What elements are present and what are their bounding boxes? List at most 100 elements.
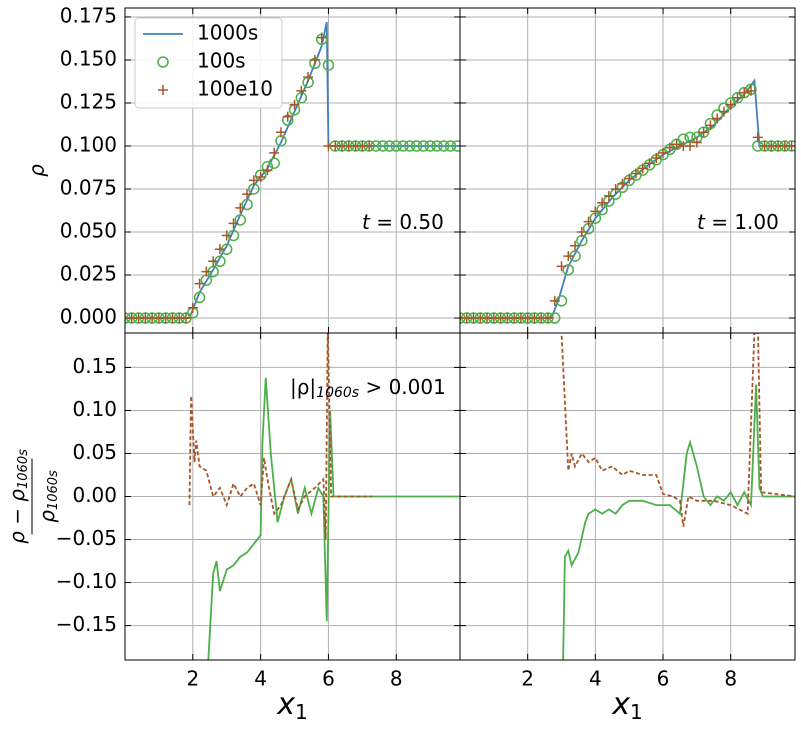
y-tick-label: −0.05 — [56, 526, 117, 550]
y-tick-label: −0.10 — [56, 569, 117, 593]
x-label-var: x — [611, 687, 630, 722]
x-tick-label: 4 — [254, 667, 267, 691]
point — [268, 157, 280, 169]
point — [451, 140, 460, 152]
point — [289, 99, 300, 110]
x-tick-label: 8 — [390, 667, 403, 691]
x-axis-label: x1 — [611, 687, 643, 724]
point — [637, 163, 648, 174]
point — [603, 190, 614, 201]
annotation-var: t — [362, 210, 371, 234]
series-line — [560, 333, 795, 527]
legend-label: 100s — [197, 49, 246, 73]
point — [658, 147, 669, 158]
x-label-sub: 1 — [295, 700, 308, 724]
y-tick-label: 0.000 — [60, 305, 117, 329]
legend-box — [134, 17, 283, 109]
legend-label: 100e10 — [197, 77, 273, 101]
point — [322, 59, 335, 71]
y-tick-label: 0.10 — [72, 397, 117, 421]
series-line — [188, 333, 373, 540]
x-axis-label: x1 — [276, 687, 308, 724]
point — [570, 240, 581, 251]
annotation-base: |ρ| — [290, 375, 316, 399]
point — [269, 147, 280, 158]
point — [194, 278, 205, 289]
point — [624, 173, 635, 184]
point — [296, 85, 307, 96]
point — [556, 261, 567, 272]
point — [214, 244, 225, 255]
y-tick-label: −0.15 — [56, 612, 117, 636]
series-line — [562, 384, 795, 660]
point — [732, 92, 743, 103]
point — [262, 165, 273, 176]
point — [390, 140, 403, 152]
plot-area — [460, 78, 795, 324]
point — [562, 264, 575, 276]
y-axis-label: ρ — [25, 164, 49, 177]
point — [248, 175, 259, 186]
axes-frame — [459, 332, 796, 661]
y-tick-label: 0.150 — [60, 46, 117, 70]
point — [404, 140, 416, 152]
series-line — [460, 78, 795, 319]
legend-label: 1000s — [197, 21, 258, 45]
point — [201, 266, 212, 277]
plot-area — [125, 21, 460, 324]
y-tick-label: 0.05 — [72, 440, 117, 464]
x-tick-label: 6 — [657, 667, 670, 691]
point — [583, 216, 594, 227]
y-tick-label: 0.00 — [72, 483, 117, 507]
point — [671, 139, 682, 150]
point — [542, 313, 553, 324]
point — [187, 302, 198, 313]
y-tick-label: 0.025 — [60, 262, 117, 286]
annotation-var: t — [697, 210, 706, 234]
point — [691, 137, 702, 148]
point — [275, 127, 286, 138]
y-label-denominator: ρ1060s — [35, 470, 61, 523]
point — [364, 140, 375, 151]
y-label-base: ρ − ρ — [5, 489, 29, 544]
point — [746, 85, 757, 96]
point — [303, 72, 314, 83]
annotation: |ρ|1060s > 0.001 — [290, 375, 446, 402]
point — [718, 106, 729, 117]
point — [644, 158, 655, 169]
point — [685, 140, 696, 151]
point — [228, 218, 239, 229]
point — [282, 111, 293, 122]
plot-area — [560, 333, 795, 660]
series-line — [207, 377, 460, 660]
point — [576, 227, 587, 238]
x-tick-label: 2 — [186, 667, 199, 691]
point — [383, 140, 396, 152]
y-label-sub: 1060s — [46, 470, 61, 510]
point — [397, 140, 409, 152]
point — [590, 206, 601, 217]
point — [549, 295, 560, 306]
point — [752, 132, 763, 143]
point — [241, 198, 253, 211]
y-label-sub: 1060s — [16, 449, 31, 489]
point — [630, 168, 641, 179]
point — [705, 120, 716, 131]
point — [316, 32, 327, 43]
annotation-text: = 1.00 — [705, 210, 779, 234]
point — [309, 54, 320, 65]
y-label-numerator: ρ − ρ1060s — [5, 449, 31, 544]
point — [444, 140, 457, 152]
point — [739, 87, 750, 98]
plot-area — [188, 333, 460, 660]
annotation-text: > 0.001 — [359, 375, 446, 399]
point — [193, 291, 206, 304]
point — [437, 140, 450, 152]
point — [221, 230, 232, 241]
point — [234, 214, 247, 226]
y-tick-label: 0.125 — [60, 89, 117, 113]
x-tick-label: 2 — [521, 667, 534, 691]
legend-marker — [157, 56, 169, 68]
